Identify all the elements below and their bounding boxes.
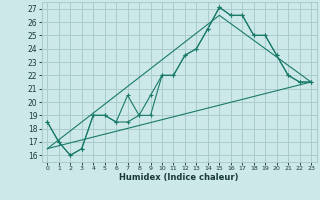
X-axis label: Humidex (Indice chaleur): Humidex (Indice chaleur) bbox=[119, 173, 239, 182]
